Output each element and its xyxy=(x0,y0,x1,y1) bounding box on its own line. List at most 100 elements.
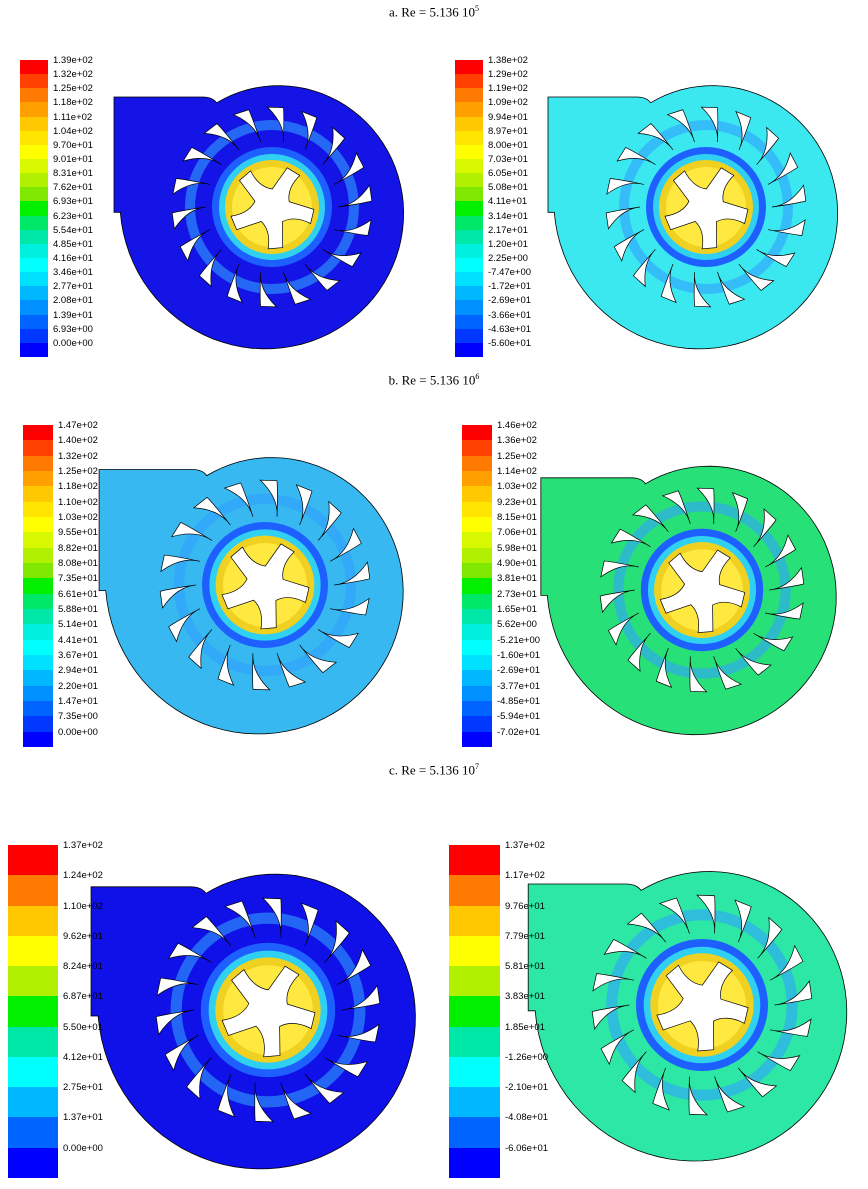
rotor-blade xyxy=(203,123,240,151)
rotor-blade xyxy=(753,508,777,547)
colorbar-label: 2.20e+01 xyxy=(58,680,98,692)
rotor-blade xyxy=(337,1023,380,1043)
rotor-blade xyxy=(232,109,261,143)
rotor-blade xyxy=(168,608,201,643)
blade-passage-ring xyxy=(606,909,798,1101)
colorbar-swatch xyxy=(449,875,500,907)
colorbar-swatch xyxy=(8,966,58,997)
rotor-blade xyxy=(324,1057,369,1078)
colorbar-label: 4.41e+01 xyxy=(58,634,98,646)
colorbar-label: 1.39e+01 xyxy=(53,309,93,321)
rotor-blade xyxy=(616,146,656,165)
colorbar-swatch xyxy=(462,532,492,549)
colorbar-label: 1.32e+02 xyxy=(53,69,93,81)
rotor-blade xyxy=(713,656,743,690)
rotor-blade xyxy=(632,249,656,288)
rotor-blade xyxy=(301,110,318,150)
colorbar-label: 0.00e+00 xyxy=(58,726,98,738)
blade-passage-ring xyxy=(170,912,366,1108)
colorbar-swatch xyxy=(462,440,492,457)
colorbar-swatch xyxy=(455,88,483,103)
rotor-blade xyxy=(182,146,222,165)
rotor-blade xyxy=(223,900,256,938)
colorbar-label: 1.36e+02 xyxy=(497,435,537,447)
rotor-blade xyxy=(171,206,207,230)
rotor-blade xyxy=(735,110,752,150)
rotor-blade xyxy=(613,229,645,262)
colorbar-swatch xyxy=(462,670,492,687)
colorbar-label: 1.19e+02 xyxy=(488,83,528,95)
colorbar-label: 2.77e+01 xyxy=(53,281,93,293)
colorbar-swatch xyxy=(8,845,58,876)
rotor-blade xyxy=(254,1082,274,1123)
colorbar-swatch xyxy=(20,300,48,316)
colorbar-label: 5.88e+01 xyxy=(58,604,98,615)
colorbar-swatch xyxy=(8,996,58,1028)
colorbar-label: 1.03e+02 xyxy=(58,512,98,523)
rotor-blade xyxy=(738,263,775,291)
colorbar-swatch xyxy=(455,144,483,160)
colorbar-label: 9.62e+01 xyxy=(63,930,103,942)
rotor-blade xyxy=(337,184,373,208)
rotor-blade xyxy=(770,1018,812,1037)
colorbar-label: 1.37e+02 xyxy=(505,840,545,851)
colorbar-label: 7.35e+01 xyxy=(58,573,98,585)
colorbar-label: 1.10e+02 xyxy=(58,496,98,508)
rotor-blade xyxy=(188,629,213,670)
rotor-blade xyxy=(765,534,797,568)
rotor-blade xyxy=(771,184,807,208)
rotor-blade xyxy=(757,1051,801,1071)
colorbar-swatch xyxy=(455,286,483,301)
rotor-blade xyxy=(217,1073,236,1118)
rotor-blade xyxy=(738,1067,778,1098)
colorbar-swatch xyxy=(20,102,48,118)
rotor-blade xyxy=(324,920,350,963)
rotor-blade xyxy=(603,939,647,959)
colorbar-swatch xyxy=(23,578,53,595)
colorbar-swatch xyxy=(20,116,48,132)
rotor-blade xyxy=(637,123,674,151)
rotor-blade xyxy=(172,178,211,195)
colorbar-swatch xyxy=(462,455,492,472)
colorbar-swatch xyxy=(23,486,53,503)
colorbar-label: 8.00e+01 xyxy=(488,139,528,151)
colorbar-swatch xyxy=(20,314,48,330)
colorbar-swatch xyxy=(455,187,483,202)
hub-blades xyxy=(664,167,749,250)
rotor-blade xyxy=(304,1073,345,1104)
colorbar-label: -1.72e+01 xyxy=(488,281,532,293)
colorbar-label: -2.10e+01 xyxy=(505,1082,549,1094)
rotor-blade xyxy=(155,1009,195,1036)
colorbar-swatch xyxy=(8,935,58,967)
colorbar-swatch xyxy=(20,144,48,160)
rotor-blade xyxy=(192,496,231,526)
colorbar-swatch xyxy=(462,685,492,702)
colorbar-label: 1.17e+02 xyxy=(505,870,545,882)
colorbar-label: 1.47e+01 xyxy=(58,696,98,707)
colorbar-swatch xyxy=(23,563,53,579)
rotor-blade xyxy=(170,522,213,541)
rotor-blade xyxy=(600,1029,634,1066)
colorbar-swatch xyxy=(462,624,492,641)
caption-exponent: 5 xyxy=(475,4,480,13)
rotor-blade xyxy=(252,653,271,691)
colorbar-label: 1.14e+02 xyxy=(497,466,537,477)
rotor-blade xyxy=(632,504,669,532)
rotor-blade xyxy=(164,1034,199,1072)
colorbar-label: 3.81e+01 xyxy=(497,573,537,585)
rotor-blade xyxy=(756,249,796,268)
rotor-blade xyxy=(259,479,278,517)
colorbar-label: 2.25e+00 xyxy=(488,253,528,264)
rotor-blade xyxy=(658,897,690,934)
colorbar-label: -3.77e+01 xyxy=(497,680,541,692)
colorbar-swatch xyxy=(455,215,483,231)
colorbar-label: 1.03e+02 xyxy=(497,481,537,493)
colorbar-swatch xyxy=(455,229,483,245)
rotor-blade xyxy=(769,566,805,591)
colorbar-swatch xyxy=(462,731,492,748)
colorbar-label: 1.09e+02 xyxy=(488,97,528,109)
colorbar-label: 9.70e+01 xyxy=(53,139,93,151)
rotor-blade xyxy=(322,126,346,165)
colorbar-label: 1.18e+02 xyxy=(53,97,93,109)
rotor-blade xyxy=(156,977,199,997)
